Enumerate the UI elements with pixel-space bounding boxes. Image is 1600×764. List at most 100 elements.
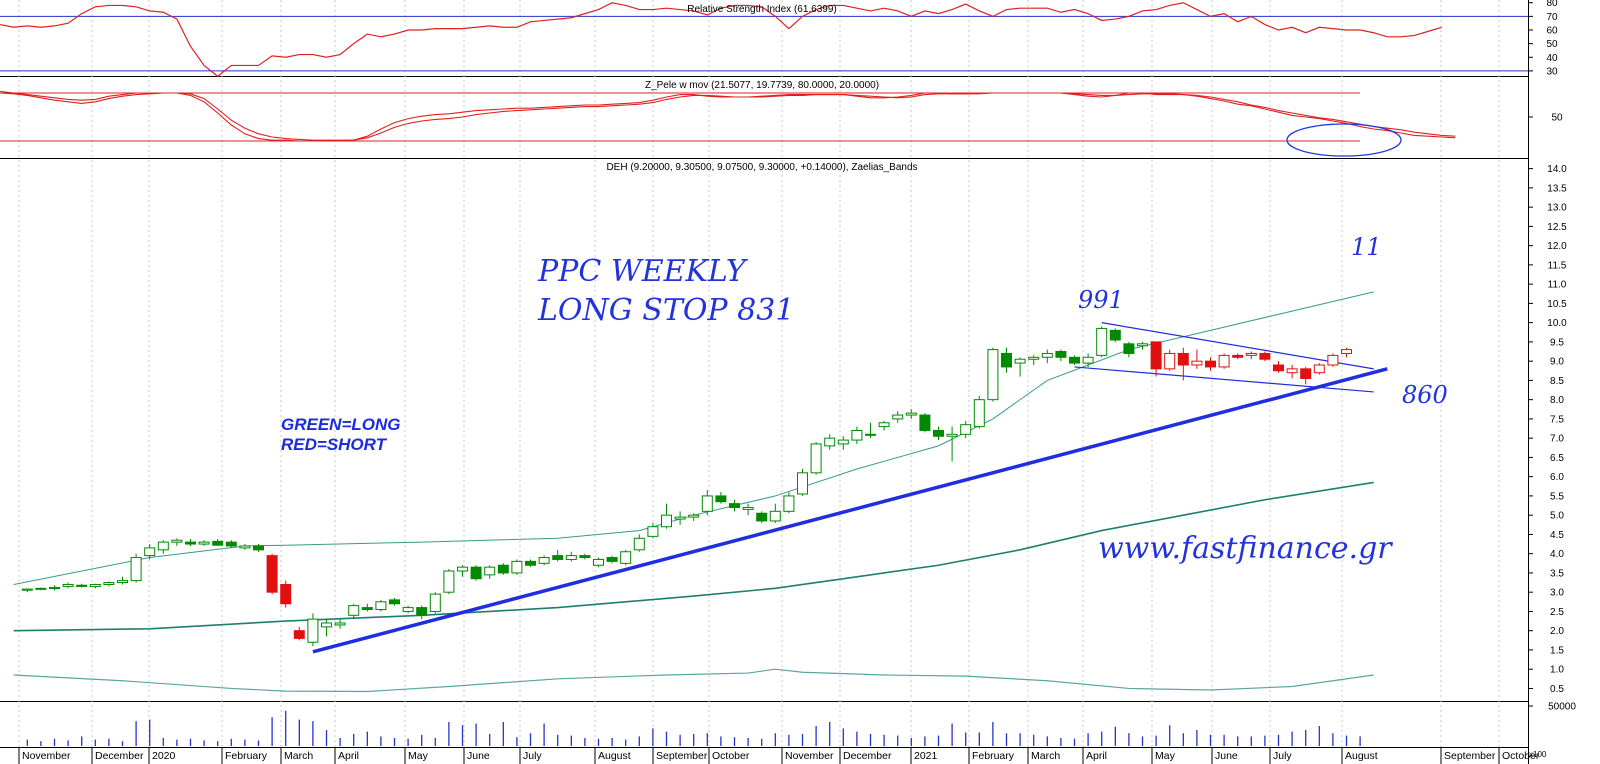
trendline-1 (312, 367, 1388, 654)
candle-body (307, 618, 319, 643)
x-tick-label: February (972, 750, 1015, 762)
candle-body (579, 555, 591, 559)
candle-76 (1041, 349, 1053, 364)
candle-body (715, 495, 727, 503)
candle-body (35, 587, 47, 590)
candle-body (1259, 352, 1271, 360)
candle-body (389, 599, 400, 605)
candle-body (756, 512, 768, 522)
candle-17 (239, 544, 251, 550)
x-tick-label: June (467, 750, 490, 762)
x-tick-label: July (1273, 750, 1292, 762)
candle-body (1273, 364, 1284, 372)
candle-79 (1082, 353, 1094, 367)
candle-25 (348, 603, 360, 620)
candle-body (21, 588, 33, 591)
candle-body (1245, 352, 1257, 356)
candle-body (1313, 364, 1325, 374)
candle-78 (1069, 355, 1080, 366)
candle-54 (742, 503, 754, 516)
x-tick-label: April (1086, 750, 1107, 762)
volume-panel (26, 710, 1361, 746)
x-tick-label: June (1215, 750, 1238, 762)
candle-7 (103, 581, 115, 587)
price-tick-label: 9.5 (1550, 337, 1564, 348)
candle-50 (688, 513, 700, 521)
candle-94 (1286, 365, 1298, 379)
candle-10 (144, 544, 156, 560)
candle-33 (457, 565, 468, 577)
candle-40 (552, 549, 564, 562)
trendline-3 (1074, 366, 1374, 393)
price-tick-label: 3.0 (1550, 588, 1564, 599)
x-tick-label: November (22, 750, 71, 762)
candle-body (497, 564, 509, 574)
candle-body (62, 583, 74, 587)
candle-body (1286, 368, 1298, 374)
volume-unit-label: x100 (1529, 750, 1547, 759)
candle-52 (715, 492, 727, 504)
highlight-ellipse (1286, 123, 1402, 157)
price-tick-label: 7.0 (1550, 434, 1564, 445)
price-tick-label: 4.5 (1550, 530, 1564, 541)
candle-body (919, 414, 931, 431)
candle-body (402, 607, 414, 612)
candle-64 (878, 420, 890, 431)
candle-body (103, 582, 115, 585)
price-tick-label: 2.5 (1550, 607, 1564, 618)
candle-36 (497, 563, 509, 575)
candle-82 (1123, 341, 1135, 358)
candle-22 (307, 613, 319, 647)
candle-body (416, 607, 428, 616)
candle-87 (1191, 349, 1203, 369)
candle-body (633, 537, 645, 551)
candle-body (443, 570, 455, 593)
candle-body (130, 557, 142, 582)
x-tick-label: October (712, 750, 750, 762)
y-axis: 80 70 60 50 40 30 50 14.0 13.5 13.0 12.5 12.0 11.5 11… (1528, 0, 1576, 713)
candle-body (824, 437, 836, 447)
candle-body (1300, 368, 1312, 379)
candle-62 (851, 426, 863, 444)
rsi-tick-label: 80 (1546, 0, 1558, 9)
z-pele-panel (0, 90, 1456, 142)
candle-89 (1218, 353, 1230, 369)
candle-21 (293, 626, 305, 641)
candle-80 (1096, 326, 1108, 358)
candle-body (878, 422, 890, 428)
candle-98 (1341, 347, 1352, 358)
candle-8 (117, 576, 128, 585)
candle-34 (470, 565, 482, 581)
rsi-panel (0, 2, 1528, 78)
candle-42 (579, 553, 591, 560)
candle-body (1109, 329, 1121, 341)
x-tick-label: September (656, 750, 708, 762)
candle-58 (797, 468, 808, 496)
price-tick-label: 13.0 (1547, 203, 1567, 214)
candle-68 (933, 426, 944, 441)
candle-20 (280, 580, 292, 608)
candle-85 (1164, 349, 1176, 371)
candle-9 (130, 553, 142, 583)
annotation-heading-line1: PPC WEEKLY (537, 254, 749, 289)
candle-body (239, 545, 251, 549)
candle-5 (76, 583, 88, 588)
candle-body (198, 541, 210, 545)
legend-green-long: GREEN=LONG (281, 415, 401, 434)
rsi-line (0, 2, 1442, 78)
candle-body (225, 541, 237, 547)
price-tick-label: 5.5 (1550, 491, 1564, 502)
annotation-heading-line2: LONG STOP 831 (537, 293, 794, 328)
price-tick-label: 8.0 (1550, 395, 1564, 406)
candle-body (49, 587, 60, 590)
x-tick-label: November (785, 750, 834, 762)
candle-83 (1137, 341, 1148, 350)
candle-12 (171, 538, 183, 546)
candle-body (1341, 349, 1352, 354)
candle-18 (253, 544, 264, 552)
candle-49 (674, 511, 686, 525)
price-tick-label: 6.0 (1550, 472, 1564, 483)
x-tick-label: May (1155, 750, 1176, 762)
candle-body (429, 593, 441, 612)
